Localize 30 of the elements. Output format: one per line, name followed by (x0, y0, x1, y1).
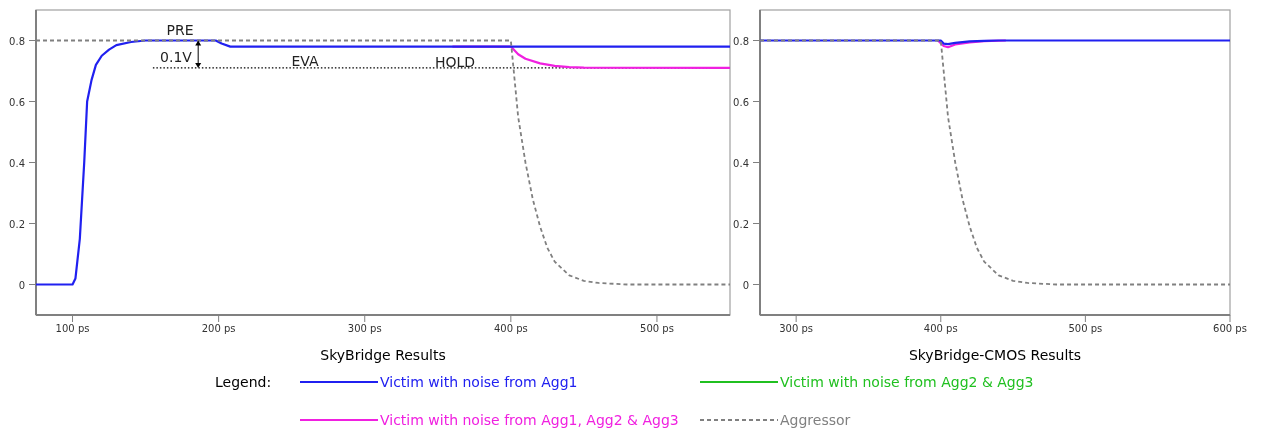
y-tick-label: 0.4 (733, 157, 749, 169)
x-tick-label: 500 ps (640, 323, 674, 334)
y-tick-label: 0.4 (9, 157, 25, 169)
legend-label: Victim with noise from Agg2 & Agg3 (780, 374, 1034, 390)
y-tick-label: 0.2 (9, 218, 25, 230)
legend-title: Legend: (215, 374, 272, 390)
x-tick-label: 300 ps (779, 323, 814, 334)
x-tick-label: 500 ps (1068, 323, 1103, 334)
y-tick-label: 0.6 (9, 96, 25, 108)
x-tick-label: 400 ps (923, 323, 958, 334)
text: Aggressor (780, 412, 851, 428)
y-tick-label: 0.8 (9, 35, 25, 47)
y-tick-label: 0.2 (733, 218, 749, 230)
text: Victim with noise from Agg1 (380, 374, 578, 390)
annotation: HOLD (434, 54, 476, 70)
annotation: 0.1V (160, 49, 193, 65)
x-tick-label: 200 ps (201, 323, 236, 334)
y-tick-label: 0 (18, 279, 25, 291)
x-tick-label: 300 ps (347, 323, 382, 334)
y-tick-label: 0.6 (733, 96, 749, 108)
x-tick-label: 100 ps (55, 323, 90, 334)
annotation: EVA (291, 53, 319, 69)
text: Victim with noise from Agg1, Agg2 & Agg3 (380, 412, 679, 428)
annotation: PRE (166, 22, 194, 38)
x-tick-label: 600 ps (1213, 323, 1247, 334)
y-tick-label: 0.8 (733, 35, 749, 47)
x-axis-title: SkyBridge-CMOS Results (908, 347, 1082, 363)
y-tick-label: 0 (742, 279, 749, 291)
x-axis-title: SkyBridge Results (320, 347, 446, 363)
x-tick-label: 400 ps (493, 323, 528, 334)
